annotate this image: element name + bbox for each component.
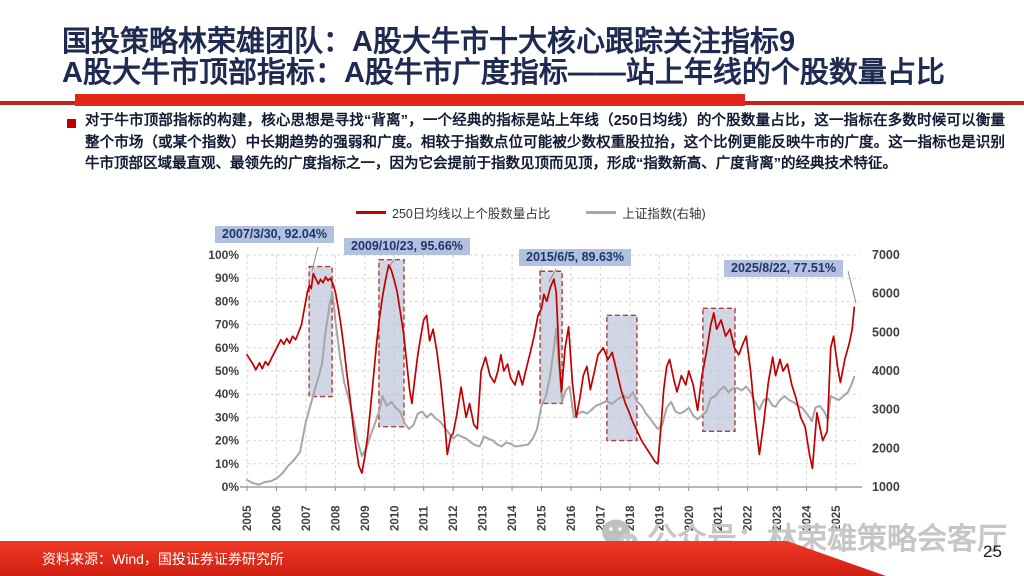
chart-annotation: 2015/6/5, 89.63% (519, 249, 631, 266)
x-axis-label: 2025 (831, 505, 843, 531)
annotation-leader (548, 268, 557, 283)
x-axis-label: 2013 (478, 505, 490, 531)
y-axis-right-label: 2000 (872, 441, 900, 455)
footer-band (0, 541, 886, 576)
y-axis-right-label: 5000 (872, 325, 900, 339)
title-block: 国投策略林荣雄团队：A股大牛市十大核心跟踪关注指标9 A股大牛市顶部指标：A股牛… (62, 27, 1002, 89)
x-axis-label: 2009 (360, 505, 372, 531)
title-line-2: A股大牛市顶部指标：A股牛市广度指标——站上年线的个股数量占比 (62, 57, 945, 89)
chart-legend: 250日均线以上个股数量占比 上证指数(右轴) (356, 203, 706, 222)
x-axis-label: 2015 (537, 505, 549, 531)
y-axis-left-label: 70% (215, 318, 239, 332)
y-axis-right-label: 1000 (872, 480, 900, 494)
y-axis-left-label: 60% (215, 341, 239, 355)
y-axis-left-label: 90% (215, 271, 239, 285)
x-axis-label: 2022 (743, 505, 755, 531)
x-axis-label: 2019 (654, 505, 666, 531)
chart-annotation: 2007/3/30, 92.04% (215, 226, 334, 243)
x-axis-label: 2020 (684, 505, 696, 531)
chart-annotation: 2009/10/23, 95.66% (344, 238, 470, 255)
legend-item-breadth: 250日均线以上个股数量占比 (356, 203, 550, 222)
x-axis-label: 2017 (595, 505, 607, 531)
y-axis-left-label: 0% (222, 480, 240, 494)
highlight-box (308, 265, 333, 398)
x-axis-label: 2008 (330, 505, 342, 531)
x-axis-label: 2011 (419, 505, 431, 531)
annotation-leader (311, 246, 319, 272)
y-axis-left-label: 10% (215, 457, 239, 471)
x-axis-label: 2018 (625, 505, 637, 531)
y-axis-left-label: 20% (215, 434, 239, 448)
page-number: 25 (983, 542, 1002, 561)
y-axis-right-label: 3000 (872, 403, 900, 417)
y-axis-right-label: 6000 (872, 287, 900, 301)
x-axis-label: 2021 (713, 505, 725, 531)
annotation-leader (847, 270, 857, 304)
series-index-line (246, 290, 856, 486)
footer-source: 资料来源：Wind，国投证券证券研究所 (42, 551, 284, 567)
x-axis-label: 2005 (242, 505, 254, 531)
y-axis-left-label: 40% (215, 387, 239, 401)
legend-item-index: 上证指数(右轴) (586, 203, 706, 222)
x-axis-label: 2007 (301, 505, 313, 531)
annotation-leader (389, 258, 395, 267)
bullet-square-icon (67, 119, 76, 128)
highlight-box (702, 307, 736, 433)
body-paragraph: 对于牛市顶部指标的构建，核心思想是寻找“背离”，一个经典的指标是站上年线（250… (85, 113, 1005, 173)
y-axis-left-label: 50% (215, 364, 239, 378)
x-axis-label: 2024 (802, 505, 814, 531)
legend-gray-line-icon (586, 211, 617, 214)
x-axis-label: 2006 (271, 505, 283, 531)
title-underline-thick (75, 94, 745, 106)
legend-red-line-icon (356, 211, 386, 214)
x-axis-label: 2012 (448, 505, 460, 531)
title-line-1: 国投策略林荣雄团队：A股大牛市十大核心跟踪关注指标9 (62, 26, 796, 58)
y-axis-left-label: 30% (215, 410, 239, 424)
y-axis-left-label: 100% (208, 248, 239, 262)
y-axis-right-label: 7000 (872, 248, 900, 262)
x-axis-label: 2023 (772, 505, 784, 531)
legend-label-breadth: 250日均线以上个股数量占比 (392, 207, 551, 221)
series-breadth-line (246, 264, 856, 474)
y-axis-right-label: 4000 (872, 364, 900, 378)
x-axis-label: 2016 (566, 505, 578, 531)
chart-annotation: 2025/8/22, 77.51% (724, 260, 843, 277)
legend-label-index: 上证指数(右轴) (622, 207, 706, 221)
x-axis-label: 2010 (389, 505, 401, 531)
y-axis-left-label: 80% (215, 294, 239, 308)
x-axis-label: 2014 (507, 505, 519, 531)
